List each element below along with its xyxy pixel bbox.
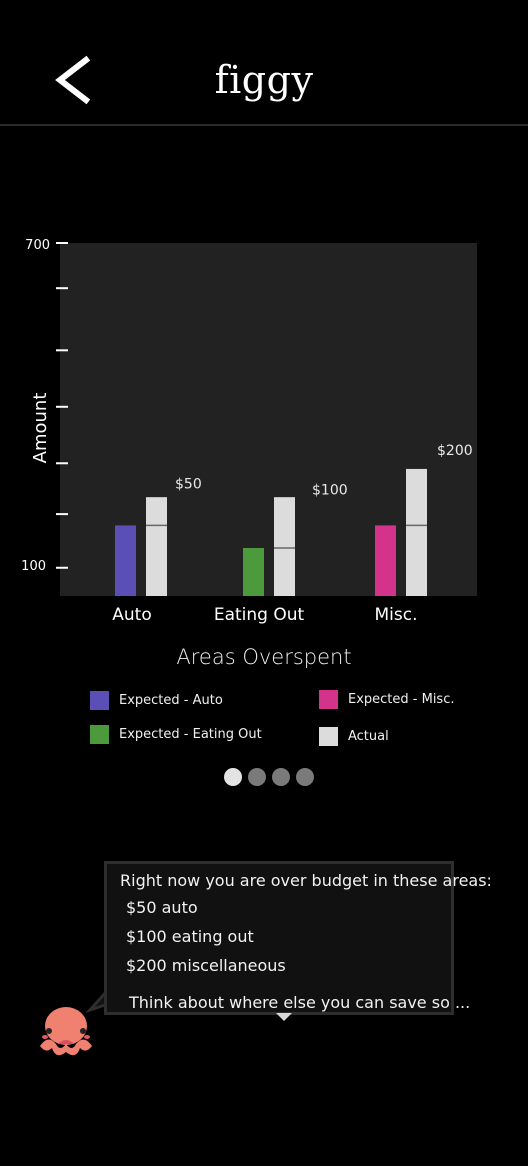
page-dot-3[interactable] bbox=[272, 768, 290, 786]
legend-swatch-auto bbox=[90, 691, 109, 710]
bar-chart: 700 100 Amount $50 Auto $100 Eating Out $200 Mis… bbox=[21, 238, 477, 625]
x-tick-label: Misc. bbox=[375, 605, 418, 625]
y-tick-label: 100 bbox=[21, 559, 46, 574]
pagination-dots bbox=[224, 768, 314, 786]
legend-swatch-actual bbox=[319, 727, 338, 746]
bar-expected bbox=[115, 525, 136, 596]
x-tick-label: Auto bbox=[112, 605, 151, 625]
overspent-label: $200 bbox=[437, 443, 473, 459]
legend-item-expected-auto: Expected - Auto bbox=[90, 691, 223, 710]
bar-expected bbox=[243, 547, 264, 596]
overspent-label: $50 bbox=[175, 477, 202, 493]
legend-swatch-misc bbox=[319, 690, 338, 709]
overspent-label: $100 bbox=[312, 482, 348, 498]
legend-swatch-eating-out bbox=[90, 725, 109, 744]
message-item: $100 eating out bbox=[126, 927, 254, 946]
app-title: figgy bbox=[214, 58, 314, 102]
bar-actual bbox=[274, 497, 295, 596]
message-intro: Right now you are over budget in these a… bbox=[120, 871, 492, 890]
speech-bubble bbox=[104, 861, 454, 1015]
bar-actual bbox=[406, 468, 427, 596]
message-item: $50 auto bbox=[126, 898, 198, 917]
back-button[interactable] bbox=[50, 52, 100, 108]
bar-actual bbox=[146, 497, 167, 596]
app-header: figgy bbox=[0, 0, 528, 126]
legend-label: Expected - Auto bbox=[119, 693, 223, 708]
chevron-left-icon bbox=[55, 55, 91, 105]
legend-item-expected-misc: Expected - Misc. bbox=[319, 690, 455, 709]
expand-arrow-icon[interactable] bbox=[276, 1013, 292, 1021]
page-dot-1[interactable] bbox=[224, 768, 242, 786]
bar-expected bbox=[375, 525, 396, 596]
legend-label: Expected - Misc. bbox=[348, 692, 455, 707]
y-axis-label: Amount bbox=[30, 393, 51, 464]
message-footer: Think about where else you can save so .… bbox=[129, 993, 471, 1012]
message-item: $200 miscellaneous bbox=[126, 956, 286, 975]
octopus-mascot-icon bbox=[40, 1007, 92, 1056]
chart-title: Areas Overspent bbox=[176, 645, 352, 669]
page-dot-2[interactable] bbox=[248, 768, 266, 786]
x-tick-label: Eating Out bbox=[214, 605, 305, 625]
legend-item-actual: Actual bbox=[319, 727, 389, 746]
page-dot-4[interactable] bbox=[296, 768, 314, 786]
legend-label: Actual bbox=[348, 729, 389, 744]
y-tick-label: 700 bbox=[25, 238, 50, 253]
legend-label: Expected - Eating Out bbox=[119, 727, 262, 742]
legend-item-expected-eating-out: Expected - Eating Out bbox=[90, 725, 262, 744]
